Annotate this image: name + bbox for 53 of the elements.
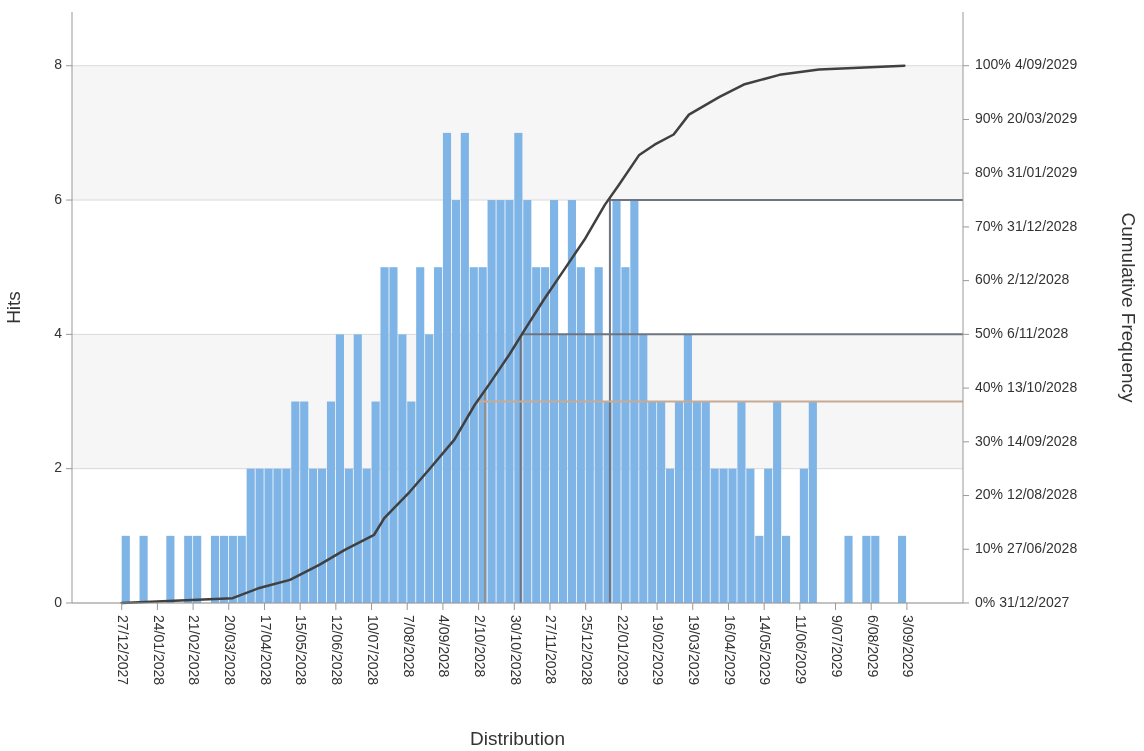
y-tick-label: 4	[54, 325, 63, 342]
y-axis-title: Hits	[3, 291, 24, 324]
y2-tick-label: 0%	[975, 593, 996, 610]
text: 31/12/2028	[1007, 217, 1078, 234]
y2-tick-label: 100%	[975, 56, 1011, 73]
x-tick-label: 7/08/2028	[400, 615, 417, 678]
x-tick-label: 17/04/2028	[257, 615, 274, 686]
text: 2/12/2028	[1007, 271, 1070, 288]
x-tick-label: 4/09/2028	[436, 615, 453, 678]
x-tick-label: 2/10/2028	[471, 615, 488, 678]
x-tick-label: 3/09/2029	[900, 615, 917, 678]
y-tick-label: 2	[54, 459, 63, 476]
x-tick-label: 6/08/2029	[864, 615, 881, 678]
x-tick-label: 21/02/2028	[186, 615, 203, 686]
y2-tick-label: 20%	[975, 486, 1004, 503]
x-tick-label: 30/10/2028	[507, 615, 524, 686]
y2-tick-label: 60%	[975, 271, 1004, 288]
y2-tick-label: 80%	[975, 163, 1004, 180]
text: 14/09/2028	[1007, 432, 1078, 449]
x-tick-label: 27/12/2027	[115, 615, 132, 686]
x-tick-label: 27/11/2028	[543, 615, 560, 685]
x-tick-label: 25/12/2028	[578, 615, 595, 686]
text: 4/09/2029	[1014, 56, 1078, 73]
x-tick-label: 10/07/2028	[364, 615, 381, 686]
text: 20/03/2029	[1007, 110, 1078, 127]
x-tick-label: 14/05/2029	[757, 615, 774, 686]
x-tick-label: 16/04/2029	[721, 615, 738, 686]
text: 31/01/2029	[1007, 163, 1078, 180]
y2-tick-label: 70%	[975, 217, 1004, 234]
text: 27/06/2028	[1007, 539, 1078, 556]
y-tick-label: 6	[54, 190, 63, 207]
y2-tick-label: 30%	[975, 432, 1004, 449]
x-tick-label: 22/01/2029	[614, 615, 631, 686]
text: 6/11/2028	[1007, 325, 1069, 342]
y-tick-label: 0	[54, 593, 63, 610]
y-tick-label: 8	[54, 56, 63, 73]
y2-tick-label: 50%	[975, 325, 1004, 342]
x-tick-label: 15/05/2028	[293, 615, 310, 686]
x-tick-label: 12/06/2028	[329, 615, 346, 686]
x-tick-label: 19/02/2029	[650, 615, 667, 686]
y2-tick-label: 10%	[975, 539, 1004, 556]
x-tick-label: 19/03/2029	[686, 615, 703, 686]
x-tick-label: 24/01/2028	[150, 615, 167, 686]
y2-tick-label: 40%	[975, 378, 1004, 395]
text: Cumulative Frequency	[1118, 212, 1139, 404]
text: 12/08/2028	[1007, 486, 1078, 503]
x-tick-label: 11/06/2029	[793, 615, 810, 685]
text: 13/10/2028	[1007, 378, 1078, 395]
x-axis-title: Distribution	[469, 728, 566, 749]
y2-tick-label: 90%	[975, 110, 1004, 127]
text: 31/12/2027	[999, 593, 1070, 610]
x-tick-label: 20/03/2028	[222, 615, 239, 686]
x-tick-label: 9/07/2029	[828, 615, 845, 678]
